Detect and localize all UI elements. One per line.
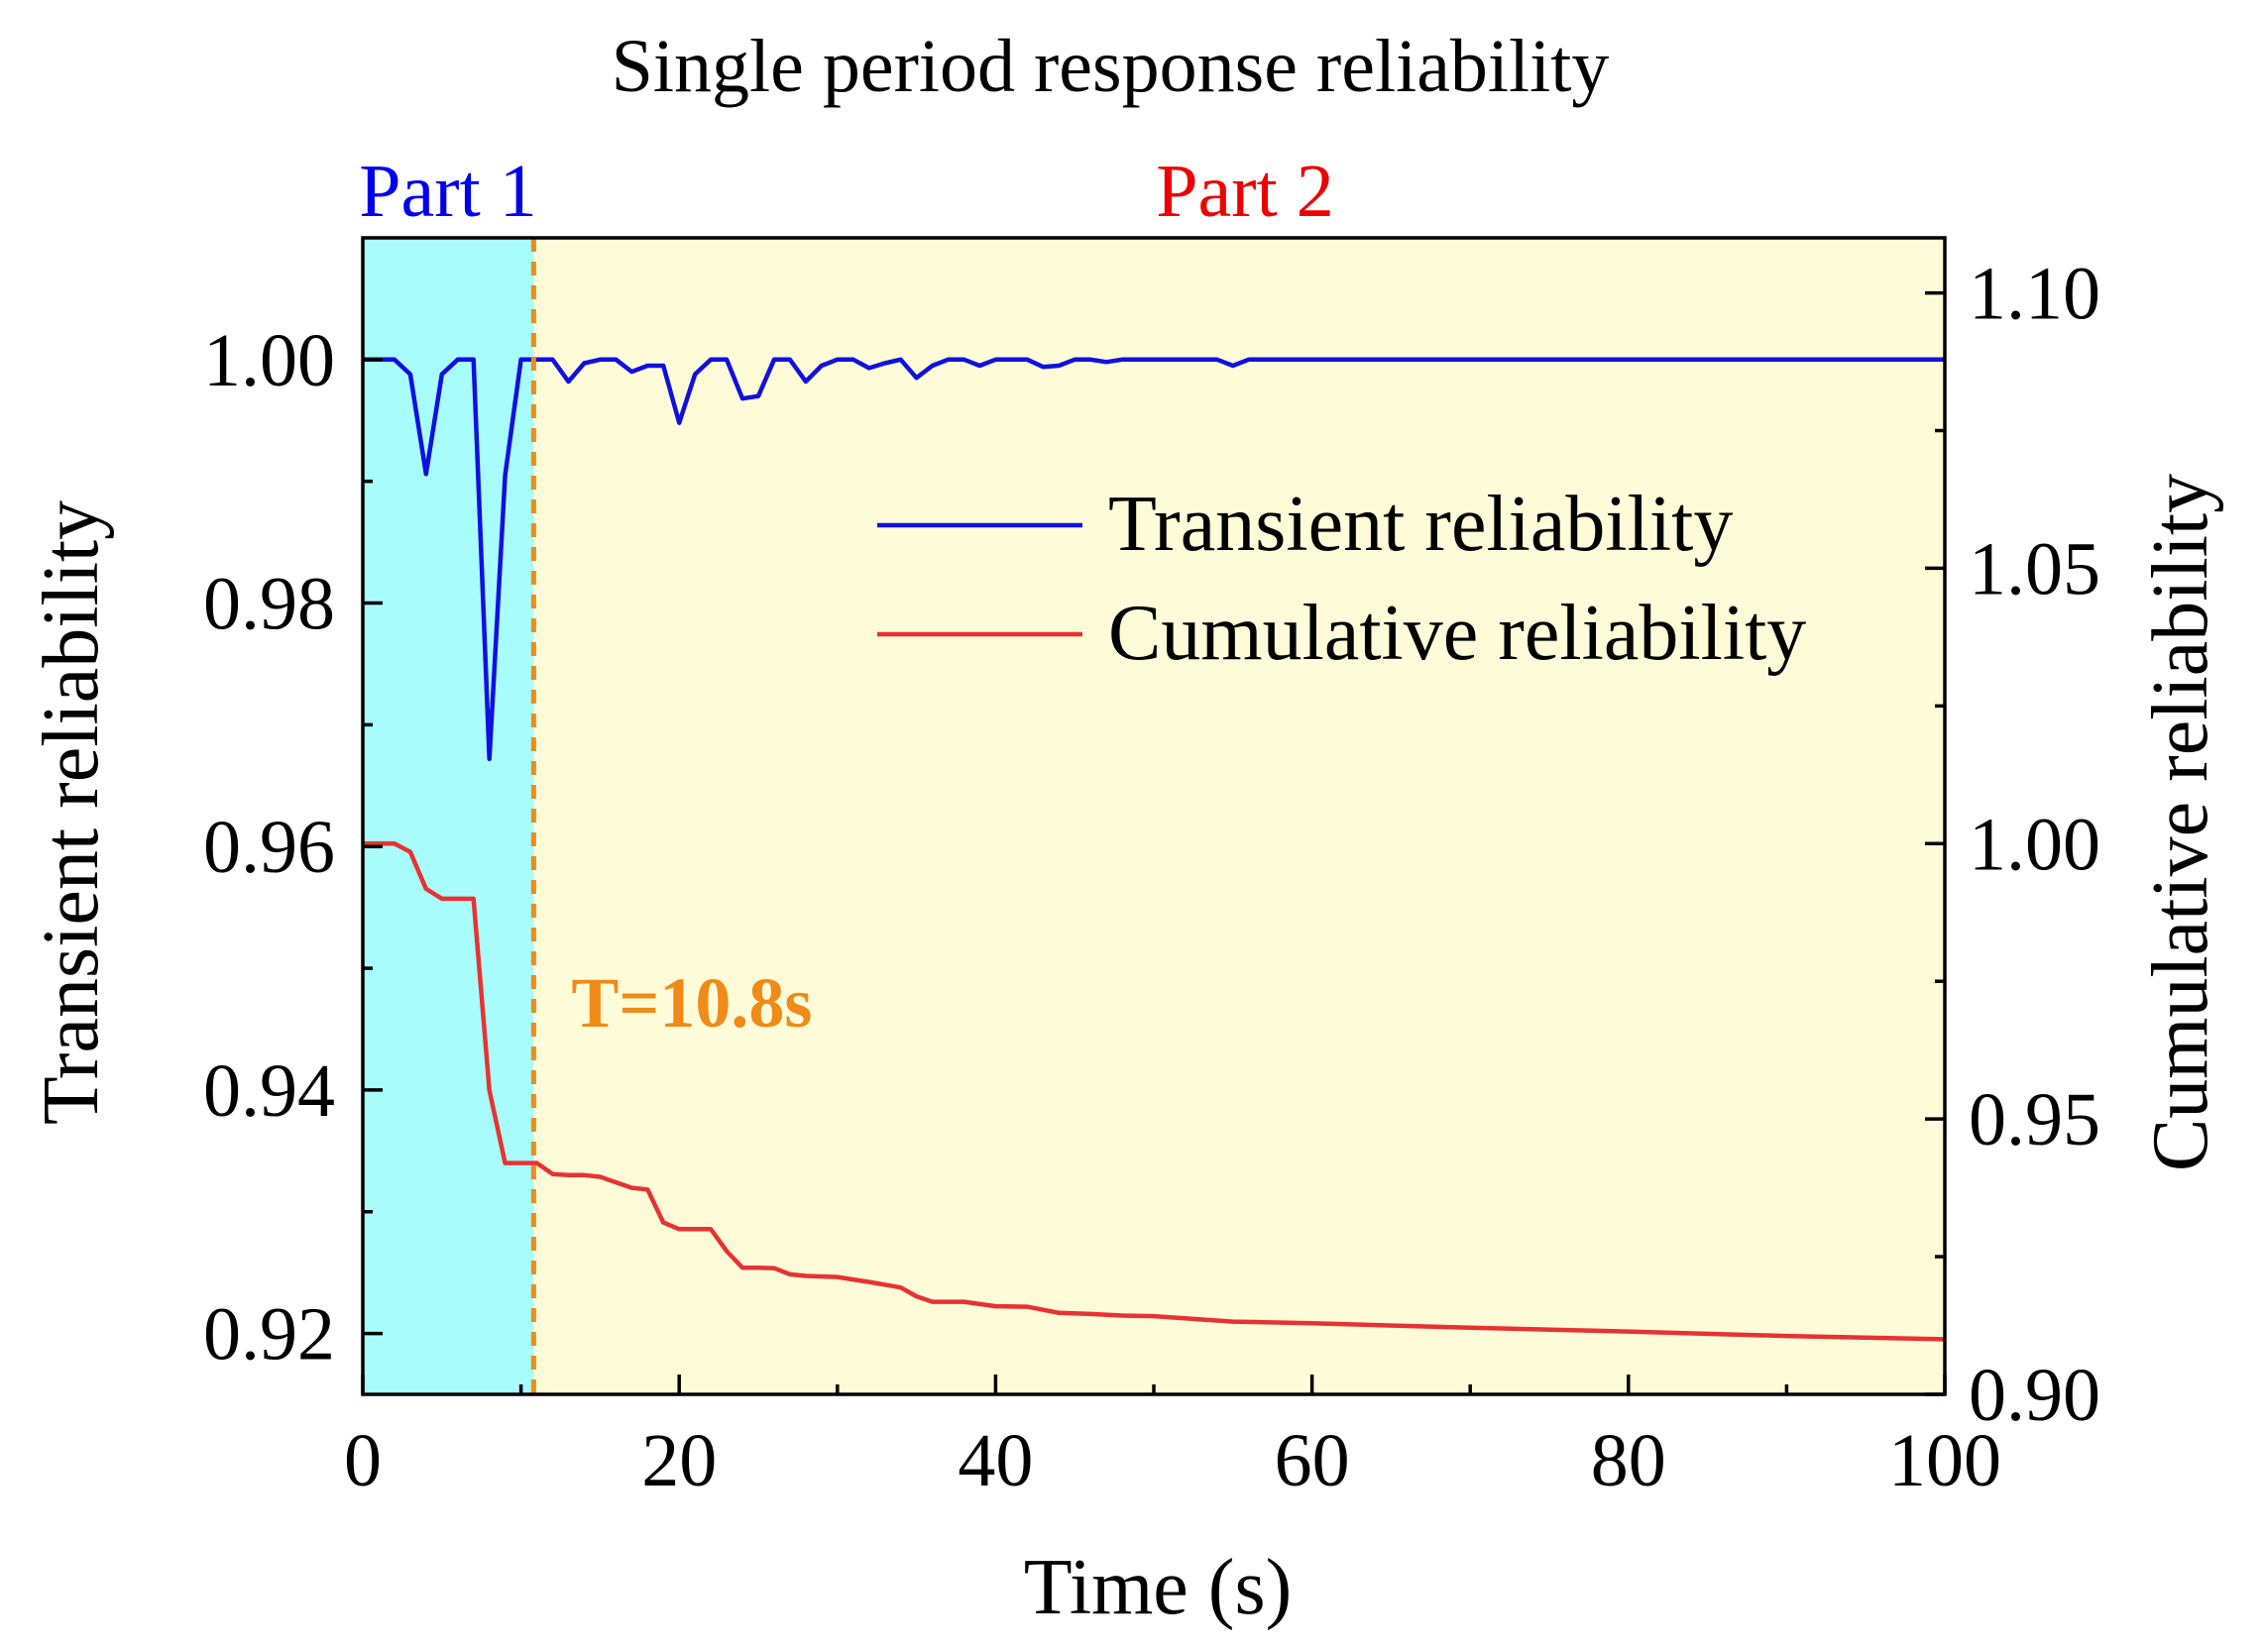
part1-label: Part 1 — [359, 150, 536, 233]
legend: Transient reliability Cumulative reliabi… — [877, 481, 1806, 677]
x-tick-label: 80 — [1591, 1419, 1666, 1502]
y-right-tick-label: 0.90 — [1969, 1354, 2100, 1437]
part1-region — [363, 238, 534, 1394]
y-right-tick-label: 1.10 — [1969, 253, 2100, 336]
legend-transient-label: Transient reliability — [1108, 481, 1733, 568]
part2-region — [533, 238, 1946, 1394]
y-left-tick-label: 0.94 — [203, 1049, 335, 1133]
x-tick-label: 100 — [1888, 1419, 2001, 1502]
transient-reliability-line — [363, 357, 1945, 762]
cumulative-reliability-line — [363, 841, 1946, 1342]
part2-label: Part 2 — [1156, 150, 1333, 233]
y-axis-right-label: Cumulative reliability — [2137, 474, 2224, 1171]
chart-title: Single period response reliability — [612, 25, 1610, 108]
x-tick-label: 20 — [641, 1419, 717, 1502]
y-left-tick-label: 0.92 — [203, 1293, 335, 1377]
y-right-tick-label: 1.05 — [1969, 527, 2100, 610]
x-axis-label: Time (s) — [1024, 1544, 1292, 1631]
y-left-tick-label: 0.98 — [203, 563, 335, 646]
plot-frame — [361, 236, 1947, 1396]
divider-label: T=10.8s — [571, 963, 812, 1043]
y-left-tick-label: 1.00 — [203, 319, 335, 402]
y-right-tick-label: 0.95 — [1969, 1078, 2100, 1161]
tick-group: 0 20 40 60 80 100 0.92 0.94 0.96 0.98 1.00 0.90 0.95… — [203, 253, 2100, 1502]
y-right-tick-label: 1.00 — [1969, 803, 2100, 886]
x-tick-label: 0 — [344, 1419, 382, 1502]
x-tick-label: 60 — [1275, 1419, 1350, 1502]
y-axis-left-label: Transient reliability — [28, 500, 115, 1125]
x-tick-label: 40 — [958, 1419, 1033, 1502]
y-left-tick-label: 0.96 — [203, 806, 335, 889]
legend-cumulative-label: Cumulative reliability — [1108, 590, 1806, 677]
